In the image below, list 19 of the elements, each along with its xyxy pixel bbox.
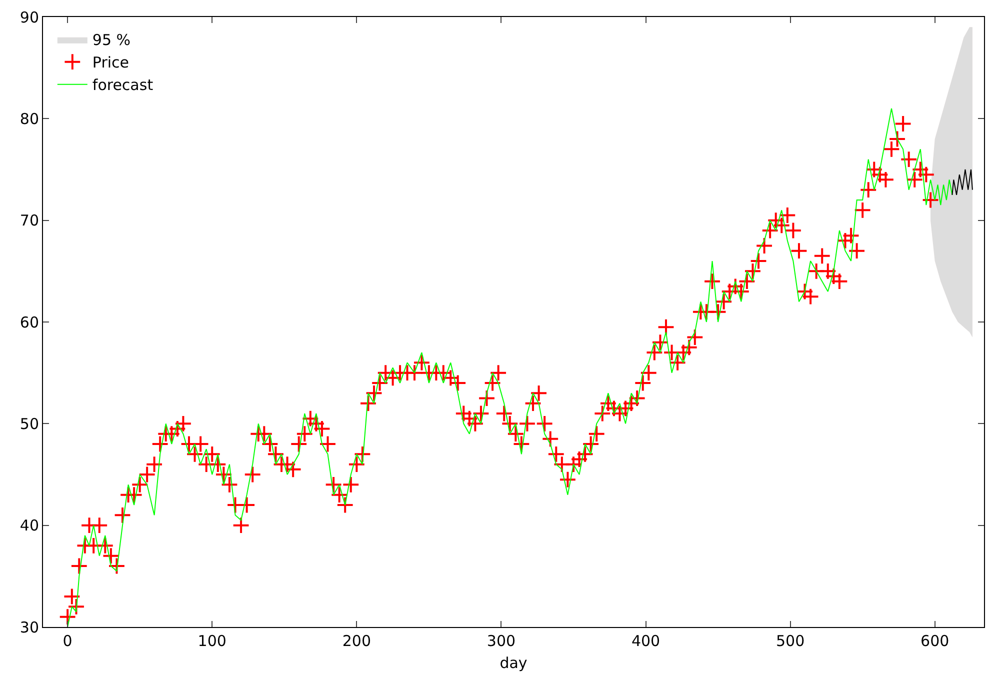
y-tick-label: 50 (20, 414, 39, 433)
y-tick-label: 90 (20, 8, 39, 26)
x-tick-label: 500 (776, 632, 805, 650)
x-tick-label: 300 (486, 632, 516, 650)
y-tick-label: 60 (20, 313, 39, 332)
legend-label: forecast (92, 76, 154, 94)
legend-label: 95 % (92, 31, 131, 50)
x-tick-label: 400 (631, 632, 660, 650)
line-series (952, 169, 973, 196)
x-axis-title: day (500, 654, 528, 672)
x-tick-label: 600 (920, 632, 950, 650)
x-tick-label: 200 (342, 632, 371, 650)
y-tick-label: 80 (20, 110, 39, 128)
legend-label: Price (92, 54, 130, 72)
y-tick-label: 70 (20, 212, 39, 230)
x-tick-label: 100 (198, 632, 226, 650)
x-tick-label: 0 (62, 632, 72, 650)
y-tick-label: 30 (20, 618, 39, 636)
y-tick-label: 40 (20, 516, 39, 535)
